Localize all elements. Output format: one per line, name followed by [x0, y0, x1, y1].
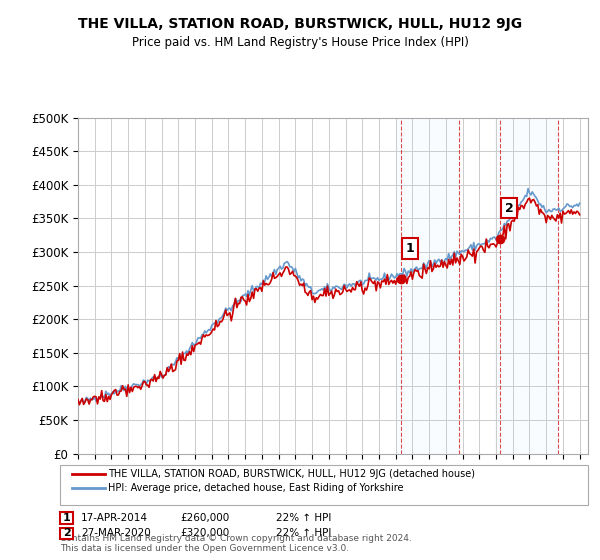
Text: £320,000: £320,000: [180, 528, 229, 538]
Text: Price paid vs. HM Land Registry's House Price Index (HPI): Price paid vs. HM Land Registry's House …: [131, 36, 469, 49]
Text: HPI: Average price, detached house, East Riding of Yorkshire: HPI: Average price, detached house, East…: [108, 483, 404, 493]
Text: THE VILLA, STATION ROAD, BURSTWICK, HULL, HU12 9JG (detached house): THE VILLA, STATION ROAD, BURSTWICK, HULL…: [108, 469, 475, 479]
Bar: [495, 118, 559, 454]
Text: 22% ↑ HPI: 22% ↑ HPI: [276, 513, 331, 523]
Text: Contains HM Land Registry data © Crown copyright and database right 2024.
This d: Contains HM Land Registry data © Crown c…: [60, 534, 412, 553]
Text: 17-APR-2014: 17-APR-2014: [81, 513, 148, 523]
Text: 1: 1: [63, 513, 70, 523]
Text: 1: 1: [406, 242, 415, 255]
Text: 2: 2: [505, 202, 514, 214]
Text: THE VILLA, STATION ROAD, BURSTWICK, HULL, HU12 9JG: THE VILLA, STATION ROAD, BURSTWICK, HULL…: [78, 17, 522, 31]
Text: £260,000: £260,000: [180, 513, 229, 523]
Bar: [395, 118, 459, 454]
Text: 22% ↑ HPI: 22% ↑ HPI: [276, 528, 331, 538]
Text: 27-MAR-2020: 27-MAR-2020: [81, 528, 151, 538]
Text: 2: 2: [63, 528, 70, 538]
